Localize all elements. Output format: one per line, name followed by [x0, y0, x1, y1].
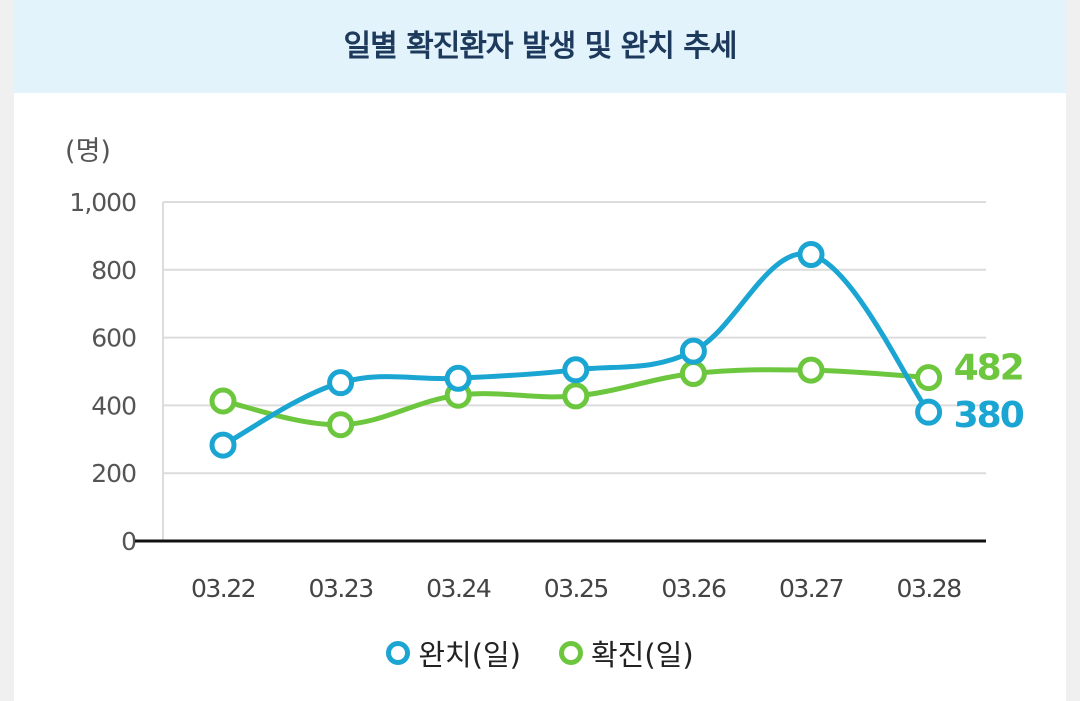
x-tick-label: 03.26: [661, 574, 726, 603]
legend-label-recovered: 완치(일): [418, 638, 521, 672]
chart-legend: 완치(일) 확진(일): [0, 632, 1080, 674]
legend-item-recovered[interactable]: 완치(일): [386, 632, 521, 674]
data-point-recovered: [209, 431, 237, 459]
data-point-confirmed: [915, 364, 943, 392]
legend-marker-confirmed: [559, 641, 583, 665]
end-value-label-recovered: 380: [954, 395, 1024, 436]
y-tick-label: 800: [91, 256, 136, 285]
legend-label-confirmed: 확진(일): [591, 638, 694, 672]
y-tick-label: 1,000: [69, 188, 136, 217]
y-tick-label: 400: [91, 391, 136, 420]
data-point-recovered: [679, 337, 707, 365]
y-tick-label: 0: [121, 527, 136, 556]
x-tick-label: 03.23: [309, 574, 373, 603]
x-tick-label: 03.25: [544, 574, 608, 603]
y-tick-label: 200: [91, 459, 136, 488]
data-point-recovered: [562, 356, 590, 384]
x-tick-label: 03.27: [779, 574, 843, 603]
data-point-recovered: [327, 369, 355, 397]
y-tick-label: 600: [91, 324, 136, 353]
data-point-confirmed: [209, 387, 237, 415]
chart-header: 일별 확진환자 발생 및 완치 추세: [14, 0, 1066, 93]
x-tick-label: 03.22: [191, 574, 255, 603]
data-point-recovered: [915, 398, 943, 426]
x-tick-label: 03.24: [426, 574, 491, 603]
legend-marker-recovered: [386, 641, 411, 665]
data-point-recovered: [797, 241, 825, 269]
data-point-confirmed: [327, 411, 355, 439]
y-axis-label: (명): [65, 136, 111, 167]
legend-item-confirmed[interactable]: 확진(일): [559, 632, 694, 674]
data-point-confirmed: [679, 360, 707, 388]
data-point-confirmed: [797, 356, 825, 384]
end-value-label-confirmed: 482: [954, 348, 1023, 389]
data-point-recovered: [444, 364, 472, 392]
data-point-confirmed: [562, 382, 590, 410]
chart-title: 일별 확진환자 발생 및 완치 추세: [343, 28, 737, 64]
x-tick-label: 03.28: [897, 574, 962, 603]
series-line-recovered: [220, 251, 932, 448]
